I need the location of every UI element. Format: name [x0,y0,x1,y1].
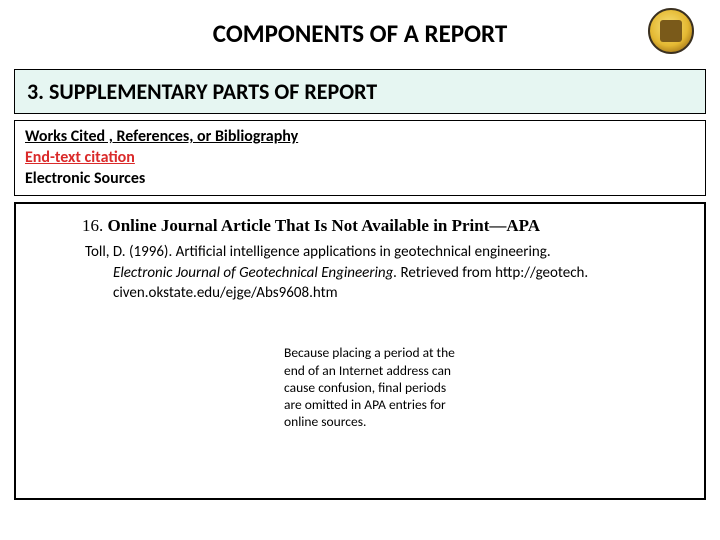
section-heading-text: 3. SUPPLEMENTARY PARTS OF REPORT [27,78,377,105]
subheader-box: Works Cited , References, or Bibliograph… [14,120,706,196]
subheader-line-1: Works Cited , References, or Bibliograph… [25,127,695,148]
page-title: COMPONENTS OF A REPORT [0,0,720,59]
citation-url-tail: civen.okstate.edu/ejge/Abs9608.htm [85,283,688,303]
citation-block: Toll, D. (1996). Artificial intelligence… [85,242,688,303]
citation-author-line: Toll, D. (1996). Artificial intelligence… [85,243,551,261]
subheader-line-2: End-text citation [25,148,695,169]
citation-journal: Electronic Journal of Geotechnical Engin… [113,264,397,282]
citation-line-2: Electronic Journal of Geotechnical Engin… [85,263,688,283]
entry-number: 16. [82,216,108,235]
note-text: Because placing a period at the end of a… [284,344,455,430]
content-box: 16. Online Journal Article That Is Not A… [14,202,706,500]
explanatory-note: Because placing a period at the end of a… [284,344,466,430]
page-title-text: COMPONENTS OF A REPORT [213,18,507,49]
university-seal-icon [648,8,694,54]
citation-retrieved: Retrieved from http://geotech. [397,264,588,282]
section-heading: 3. SUPPLEMENTARY PARTS OF REPORT [14,69,706,114]
entry-title: Online Journal Article That Is Not Avail… [108,216,541,235]
entry-heading: 16. Online Journal Article That Is Not A… [82,216,688,236]
subheader-line-3: Electronic Sources [25,169,695,190]
